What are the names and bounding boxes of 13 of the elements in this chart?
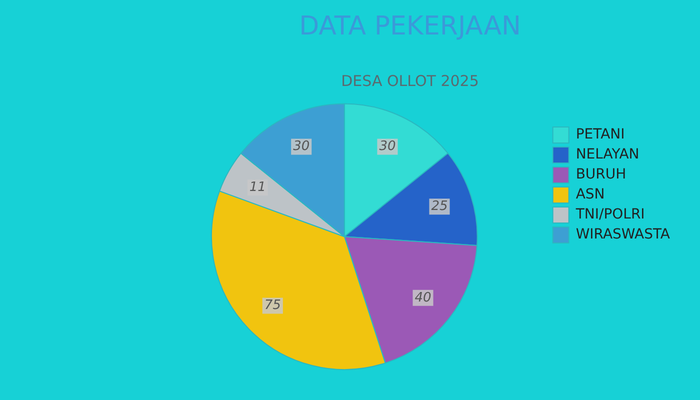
chart-subtitle: DESA OLLOT 2025 bbox=[341, 72, 479, 90]
legend-label: NELAYAN bbox=[576, 146, 640, 163]
legend-label: TNI/POLRI bbox=[574, 206, 645, 223]
legend-label: PETANI bbox=[576, 126, 625, 143]
data-label: 30 bbox=[379, 139, 396, 154]
data-label: 25 bbox=[431, 199, 448, 214]
data-label: 30 bbox=[293, 139, 310, 154]
data-label: 40 bbox=[414, 290, 432, 306]
legend-label: BURUH bbox=[576, 166, 626, 183]
legend-label: ASN bbox=[576, 186, 605, 203]
data-label: 11 bbox=[249, 180, 266, 195]
legend-label: WIRASWASTA bbox=[576, 226, 670, 243]
data-label: 75 bbox=[264, 298, 281, 314]
